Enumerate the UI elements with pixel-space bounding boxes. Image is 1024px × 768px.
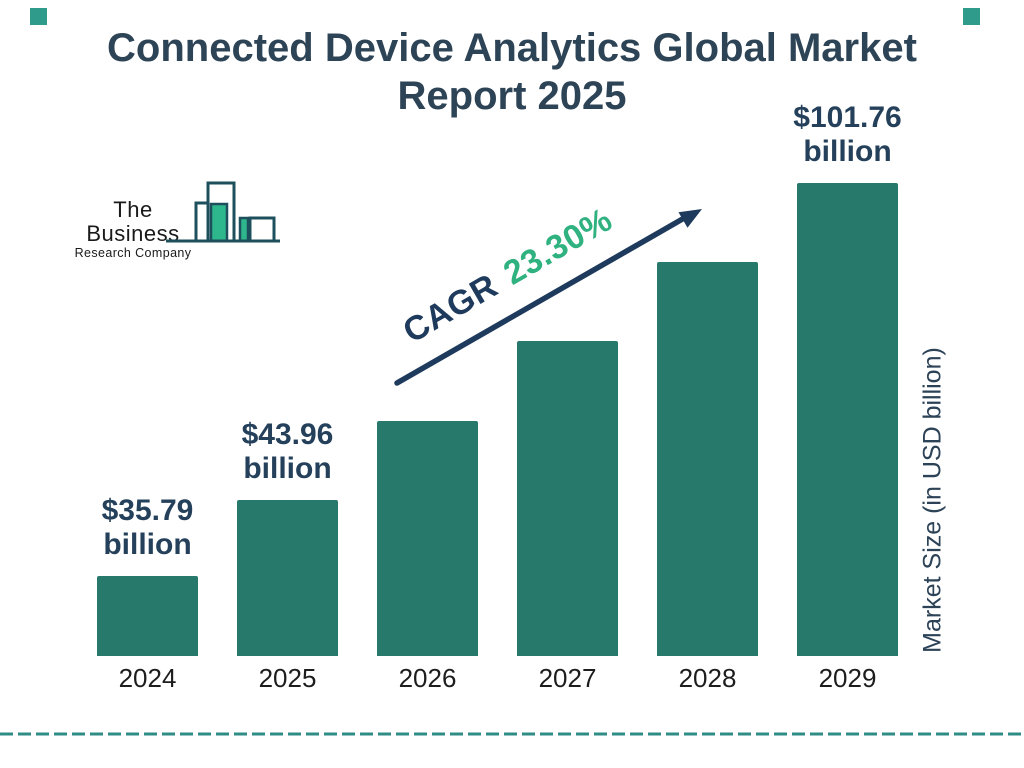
value-label-2025: $43.96 billion [241, 418, 334, 485]
x-tick-label-2025: 2025 [258, 663, 317, 693]
bar-2026 [377, 421, 478, 656]
bar-chart-logo-icon [166, 181, 280, 243]
x-tick-label-2027: 2027 [538, 663, 597, 693]
cagr-label: CAGR23.30% [397, 201, 620, 352]
logo-subname: Research Company [74, 246, 192, 260]
y-axis-label: Market Size (in USD billion) [918, 347, 947, 653]
corner-accent-left [30, 8, 47, 25]
corner-accent-right [963, 8, 980, 25]
bar-2028 [657, 262, 758, 656]
value-label-2024: $35.79 billion [101, 494, 194, 561]
company-logo-text: The Business Research Company [66, 198, 200, 261]
value-label-2029: $101.76 billion [793, 101, 902, 168]
x-tick-label-2028: 2028 [678, 663, 737, 693]
x-tick-label-2026: 2026 [398, 663, 457, 693]
page-title-line2: Report 2025 [397, 74, 627, 118]
page-title: Connected Device Analytics Global Market… [0, 24, 1024, 120]
company-logo: The Business Research Company [60, 176, 290, 260]
bottom-dashed-divider [0, 732, 1024, 736]
x-tick-label-2024: 2024 [118, 663, 177, 693]
logo-name: The Business [86, 197, 180, 246]
x-tick-label-2029: 2029 [818, 663, 877, 693]
bar-2029 [797, 183, 898, 656]
cagr-word: CAGR [396, 266, 505, 351]
page-title-line1: Connected Device Analytics Global Market [107, 26, 917, 70]
cagr-value: 23.30% [497, 200, 619, 293]
bar-2025 [237, 500, 338, 656]
bar-2027 [517, 341, 618, 656]
bar-2024 [97, 576, 198, 656]
